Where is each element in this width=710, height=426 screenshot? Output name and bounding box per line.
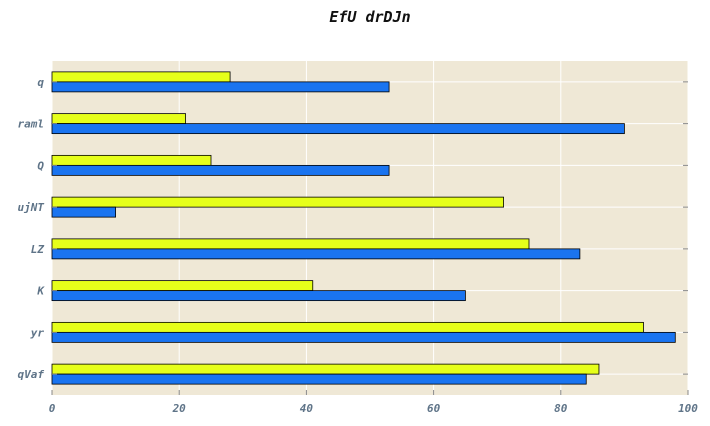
bar xyxy=(51,238,530,250)
chart-title: EfU drDJn xyxy=(329,8,411,26)
y-tick-label: K xyxy=(36,285,45,298)
bar xyxy=(51,164,390,176)
y-tick-label: q xyxy=(37,76,44,89)
y-tick-label: ujNT xyxy=(18,201,45,214)
bar xyxy=(51,331,676,343)
x-tick-label: 40 xyxy=(300,402,314,415)
y-tick-label: LZ xyxy=(31,243,45,256)
bar xyxy=(51,71,231,83)
bar xyxy=(51,123,625,135)
bar xyxy=(51,280,314,292)
bar xyxy=(51,113,186,125)
bar xyxy=(51,81,390,93)
bar xyxy=(51,373,587,385)
bar xyxy=(51,206,116,218)
x-tick-label: 60 xyxy=(427,402,441,415)
bar xyxy=(51,290,466,302)
bar xyxy=(51,321,644,333)
bar xyxy=(51,154,212,166)
x-tick-label: 100 xyxy=(678,402,698,415)
y-tick-label: Q xyxy=(37,159,44,172)
plot-area xyxy=(52,61,688,395)
x-tick-label: 20 xyxy=(172,402,187,415)
y-tick-label: raml xyxy=(18,118,45,131)
bar xyxy=(51,196,504,208)
bar xyxy=(51,363,600,375)
x-tick-label: 80 xyxy=(554,402,568,415)
bars-group xyxy=(51,71,676,385)
x-axis-ticks: 0 20 40 60 80 100 xyxy=(49,390,698,415)
x-tick-label: 0 xyxy=(49,402,56,415)
bar xyxy=(51,248,581,260)
y-tick-label: qVaf xyxy=(18,368,45,381)
y-tick-label: yr xyxy=(30,326,45,339)
